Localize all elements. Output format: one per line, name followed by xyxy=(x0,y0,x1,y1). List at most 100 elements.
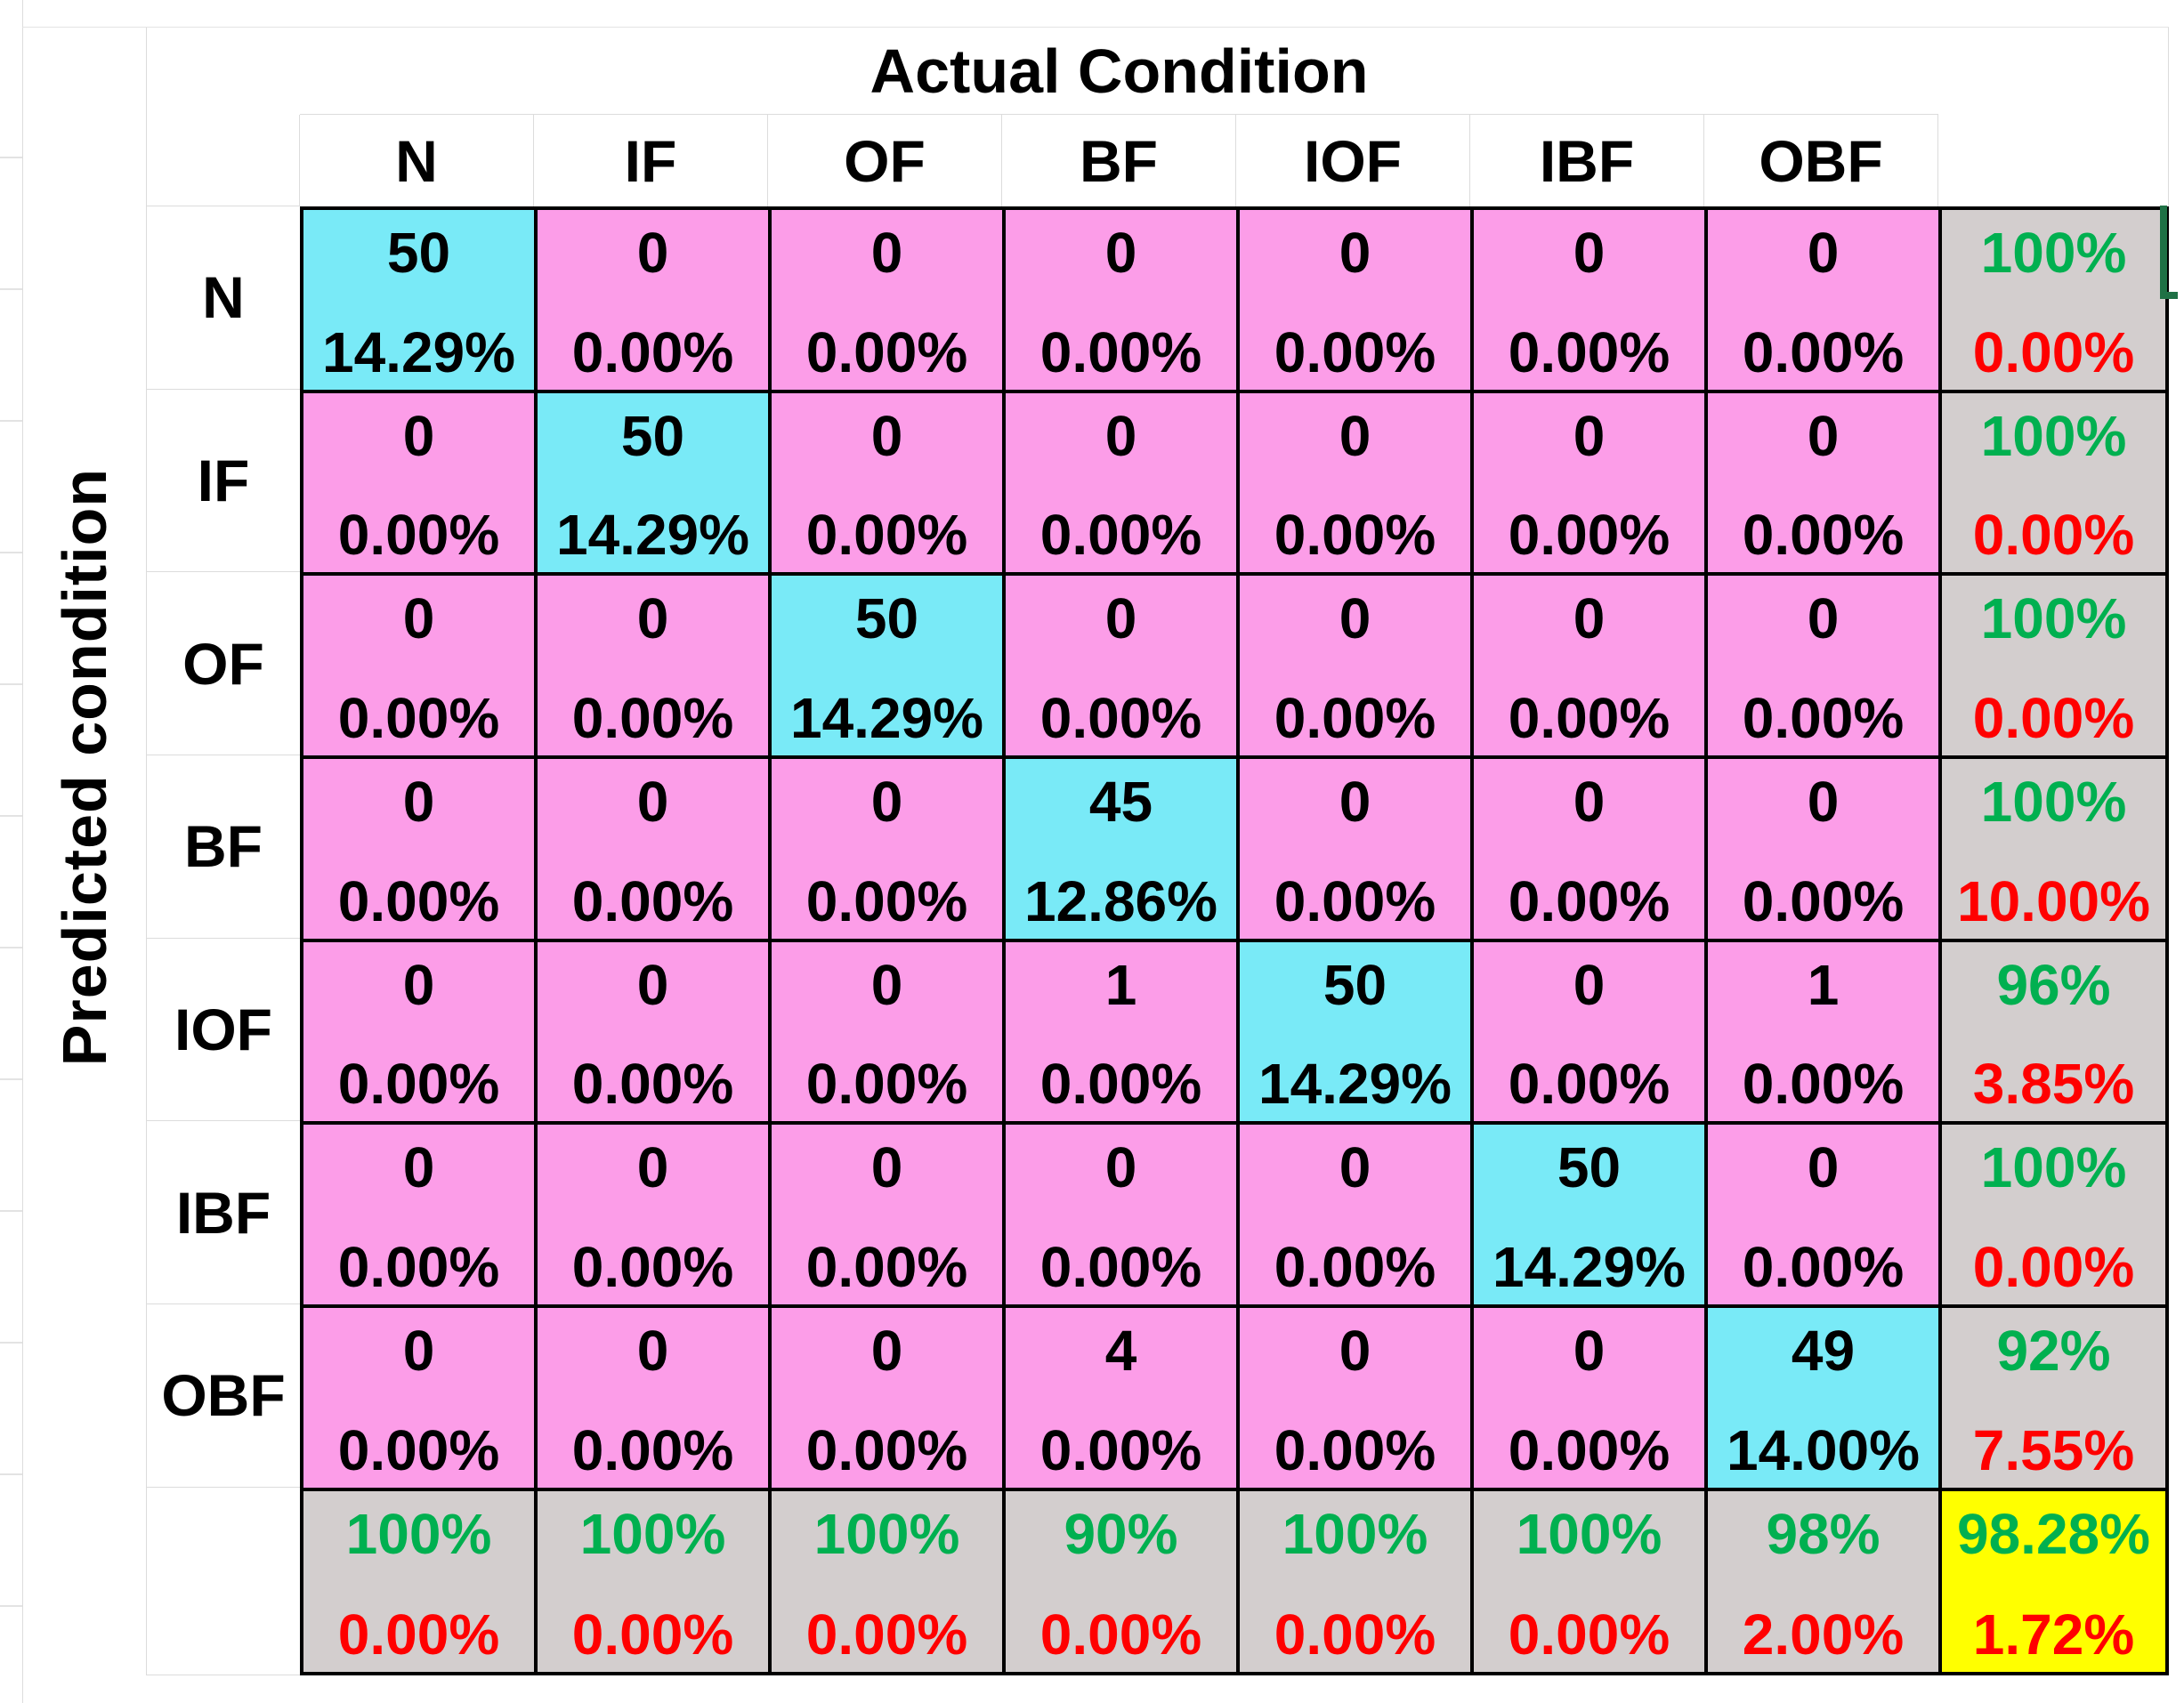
y-axis-label-cell: Predicted condition xyxy=(22,28,147,1675)
percent: 0.00% xyxy=(1742,319,1905,384)
percent: 0.00% xyxy=(805,1417,968,1482)
summary-positive: 100% xyxy=(1516,1501,1662,1566)
summary-positive: 98% xyxy=(1766,1501,1881,1566)
count: 0 xyxy=(1573,221,1606,285)
selection-border-artifact xyxy=(2160,206,2167,298)
percent: 0.00% xyxy=(337,503,500,568)
matrix-cell-OF-IF: 0 0.00% xyxy=(534,572,768,756)
count: 0 xyxy=(1104,586,1137,651)
column-header-N: N xyxy=(300,115,534,206)
row-summary-IBF: 100% 0.00% xyxy=(1938,1121,2169,1305)
summary-positive: 100% xyxy=(1980,586,2127,651)
column-header-OBF: OBF xyxy=(1704,115,1938,206)
matrix-cell-OBF-OBF: 49 14.00% xyxy=(1704,1304,1938,1488)
percent: 0.00% xyxy=(805,1052,968,1117)
chart-title-cell: Actual Condition xyxy=(300,28,1938,115)
matrix-cell-BF-IF: 0 0.00% xyxy=(534,755,768,939)
row-label-IF: IF xyxy=(147,390,300,573)
row-summary-IF: 100% 0.00% xyxy=(1938,389,2169,573)
selection-border-artifact-tick xyxy=(2160,292,2178,299)
summary-positive: 100% xyxy=(1282,1501,1428,1566)
percent: 0.00% xyxy=(571,1417,734,1482)
summary-positive: 100% xyxy=(813,1501,960,1566)
row-summary-OBF: 92% 7.55% xyxy=(1938,1304,2169,1488)
summary-negative: 0.00% xyxy=(1274,1602,1436,1667)
count: 0 xyxy=(402,1319,435,1384)
matrix-cell-N-BF: 0 0.00% xyxy=(1002,206,1236,390)
count: 1 xyxy=(1104,952,1137,1017)
count: 0 xyxy=(1339,221,1371,285)
percent: 14.29% xyxy=(1258,1052,1452,1117)
top-right-spacer xyxy=(1938,28,2169,206)
count: 0 xyxy=(1807,586,1840,651)
col-summary-IBF: 100% 0.00% xyxy=(1470,1487,1704,1675)
matrix-cell-IBF-BF: 0 0.00% xyxy=(1002,1121,1236,1305)
matrix-cell-BF-BF: 45 12.86% xyxy=(1002,755,1236,939)
count: 45 xyxy=(1088,770,1153,835)
count: 0 xyxy=(1104,1135,1137,1200)
percent: 14.29% xyxy=(321,319,516,384)
col-summary-IOF: 100% 0.00% xyxy=(1236,1487,1470,1675)
percent: 0.00% xyxy=(1039,1235,1202,1300)
matrix-cell-IBF-IF: 0 0.00% xyxy=(534,1121,768,1305)
row-label-IOF: IOF xyxy=(147,939,300,1122)
matrix-cell-IF-OF: 0 0.00% xyxy=(768,389,1002,573)
matrix-cell-OBF-IOF: 0 0.00% xyxy=(1236,1304,1470,1488)
summary-positive: 100% xyxy=(345,1501,492,1566)
summary-positive: 100% xyxy=(1980,403,2127,468)
count: 0 xyxy=(870,221,903,285)
summary-negative: 0.00% xyxy=(1039,1602,1202,1667)
count: 4 xyxy=(1104,1319,1137,1384)
summary-positive: 90% xyxy=(1064,1501,1178,1566)
matrix-cell-BF-IBF: 0 0.00% xyxy=(1470,755,1704,939)
percent: 0.00% xyxy=(1742,1052,1905,1117)
header-corner-spacer xyxy=(147,115,300,206)
summary-negative: 7.55% xyxy=(1972,1417,2135,1482)
matrix-cell-IOF-IF: 0 0.00% xyxy=(534,938,768,1122)
matrix-cell-IOF-OBF: 1 0.00% xyxy=(1704,938,1938,1122)
percent: 14.29% xyxy=(789,686,984,751)
percent: 0.00% xyxy=(1508,1417,1670,1482)
matrix-cell-OF-N: 0 0.00% xyxy=(300,572,534,756)
count: 0 xyxy=(402,586,435,651)
percent: 0.00% xyxy=(337,1235,500,1300)
count: 0 xyxy=(636,221,669,285)
percent: 0.00% xyxy=(1274,1235,1436,1300)
summary-negative: 0.00% xyxy=(805,1602,968,1667)
summary-negative: 0.00% xyxy=(1972,686,2135,751)
matrix-cell-IF-BF: 0 0.00% xyxy=(1002,389,1236,573)
summary-negative: 2.00% xyxy=(1742,1602,1905,1667)
count: 0 xyxy=(1339,770,1371,835)
col-summary-OBF: 98% 2.00% xyxy=(1704,1487,1938,1675)
matrix-cell-N-OF: 0 0.00% xyxy=(768,206,1002,390)
confusion-matrix-table: Predicted condition Actual Condition N IF… xyxy=(22,27,2169,1675)
col-summary-IF: 100% 0.00% xyxy=(534,1487,768,1675)
matrix-cell-OF-BF: 0 0.00% xyxy=(1002,572,1236,756)
percent: 0.00% xyxy=(1508,868,1670,933)
matrix-cell-N-OBF: 0 0.00% xyxy=(1704,206,1938,390)
matrix-cell-IOF-IOF: 50 14.29% xyxy=(1236,938,1470,1122)
matrix-cell-IBF-N: 0 0.00% xyxy=(300,1121,534,1305)
column-header-IBF: IBF xyxy=(1470,115,1704,206)
matrix-cell-OF-IOF: 0 0.00% xyxy=(1236,572,1470,756)
percent: 0.00% xyxy=(337,868,500,933)
column-header-OF: OF xyxy=(768,115,1002,206)
percent: 0.00% xyxy=(1508,319,1670,384)
matrix-cell-OBF-N: 0 0.00% xyxy=(300,1304,534,1488)
matrix-cell-BF-N: 0 0.00% xyxy=(300,755,534,939)
row-summary-OF: 100% 0.00% xyxy=(1938,572,2169,756)
column-header-IOF: IOF xyxy=(1236,115,1470,206)
matrix-cell-BF-IOF: 0 0.00% xyxy=(1236,755,1470,939)
matrix-cell-OF-IBF: 0 0.00% xyxy=(1470,572,1704,756)
count: 0 xyxy=(870,770,903,835)
percent: 14.00% xyxy=(1726,1417,1921,1482)
matrix-cell-N-IF: 0 0.00% xyxy=(534,206,768,390)
percent: 0.00% xyxy=(1039,319,1202,384)
col-summary-BF: 90% 0.00% xyxy=(1002,1487,1236,1675)
matrix-cell-IBF-IBF: 50 14.29% xyxy=(1470,1121,1704,1305)
column-header-IF: IF xyxy=(534,115,768,206)
matrix-cell-IBF-OBF: 0 0.00% xyxy=(1704,1121,1938,1305)
matrix-cell-IF-OBF: 0 0.00% xyxy=(1704,389,1938,573)
count: 0 xyxy=(1573,952,1606,1017)
percent: 0.00% xyxy=(337,1052,500,1117)
